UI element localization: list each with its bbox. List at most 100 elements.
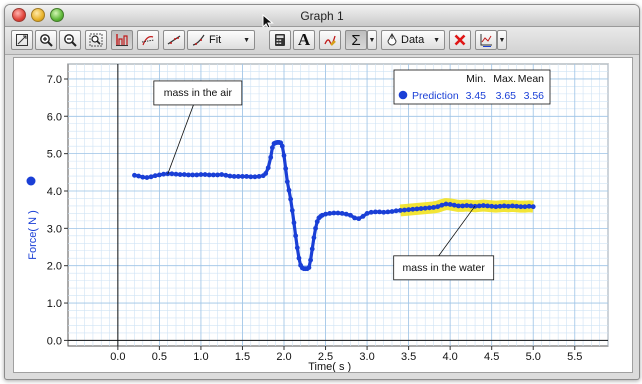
data-point[interactable]	[281, 153, 287, 158]
annotation-callout[interactable]: mass in the air	[153, 80, 243, 175]
data-point[interactable]	[460, 203, 466, 209]
data-point[interactable]	[227, 173, 233, 179]
data-point[interactable]	[293, 233, 299, 239]
data-point[interactable]	[306, 265, 312, 270]
data-point[interactable]	[313, 225, 318, 231]
text-annotation-button[interactable]: A	[293, 30, 315, 50]
annotation-callout[interactable]: mass in the water	[393, 205, 495, 281]
data-point[interactable]	[352, 215, 358, 221]
linear-fit-button[interactable]	[163, 30, 185, 50]
data-point[interactable]	[339, 211, 345, 216]
data-point[interactable]	[132, 172, 137, 178]
annotation-box[interactable]	[153, 80, 243, 106]
data-point[interactable]	[177, 172, 183, 177]
data-point[interactable]	[414, 206, 420, 212]
data-point[interactable]	[268, 154, 274, 160]
data-point[interactable]	[309, 246, 315, 252]
data-point[interactable]	[190, 172, 196, 178]
data-point[interactable]	[410, 206, 416, 212]
data-point[interactable]	[464, 203, 470, 208]
data-point[interactable]	[493, 204, 499, 210]
data-point[interactable]	[402, 207, 407, 213]
data-point[interactable]	[385, 209, 391, 215]
data-point[interactable]	[294, 245, 300, 251]
graph-options-dropdown-button[interactable]: ▼	[497, 30, 507, 50]
data-point[interactable]	[368, 209, 374, 215]
data-point[interactable]	[323, 211, 328, 217]
data-point[interactable]	[485, 203, 490, 209]
data-point[interactable]	[198, 172, 204, 177]
data-point[interactable]	[426, 205, 432, 211]
data-point[interactable]	[279, 143, 285, 149]
data-point[interactable]	[356, 216, 362, 222]
data-point[interactable]	[161, 171, 166, 177]
data-point[interactable]	[186, 172, 191, 178]
data-point[interactable]	[144, 175, 150, 180]
data-point[interactable]	[468, 203, 474, 209]
plot-area[interactable]: 0.0 0.5 1.0 1.5 2.0 2.5 3.0 3.5 4.0 4.5 5.0 5.5 0.0 1…	[13, 57, 633, 373]
annotations[interactable]: mass in the air mass in the water	[153, 80, 495, 281]
data-point[interactable]	[311, 235, 317, 241]
graph-svg[interactable]: 0.0 0.5 1.0 1.5 2.0 2.5 3.0 3.5 4.0 4.5 5.0 5.5 0.0 1…	[14, 58, 632, 373]
annotation-box[interactable]	[393, 255, 495, 281]
data-point[interactable]	[431, 205, 436, 210]
data-point[interactable]	[335, 210, 341, 216]
data-point[interactable]	[181, 172, 187, 177]
data-point[interactable]	[308, 257, 313, 263]
data-point[interactable]	[269, 145, 275, 151]
data-point[interactable]	[364, 211, 370, 216]
data-point[interactable]	[223, 172, 229, 178]
examine-button[interactable]	[111, 30, 133, 50]
data-point[interactable]	[497, 203, 503, 209]
calculated-column-button[interactable]	[269, 30, 291, 50]
data-point[interactable]	[505, 203, 511, 209]
data-point[interactable]	[327, 211, 333, 216]
data-point[interactable]	[422, 205, 428, 211]
stats-box-frame[interactable]	[393, 69, 551, 105]
data-point[interactable]	[210, 172, 216, 178]
data-point[interactable]	[397, 208, 403, 213]
data-point[interactable]	[522, 204, 528, 210]
data-point[interactable]	[215, 172, 220, 178]
data-point[interactable]	[288, 196, 294, 202]
stats-box[interactable]: Min. Max. Mean Prediction 3.45 3.65 3.56	[393, 69, 551, 105]
data-point[interactable]	[451, 202, 457, 208]
data-point[interactable]	[169, 171, 175, 177]
data-point[interactable]	[314, 219, 320, 225]
data-point[interactable]	[480, 203, 486, 208]
data-point[interactable]	[348, 212, 353, 218]
data-point[interactable]	[284, 179, 290, 185]
data-point[interactable]	[173, 171, 179, 177]
statistics-dropdown-button[interactable]: ▼	[367, 30, 377, 50]
data-point[interactable]	[263, 171, 269, 176]
data-point[interactable]	[489, 203, 495, 209]
data-point[interactable]	[219, 172, 225, 177]
data-point[interactable]	[443, 201, 449, 207]
data-point[interactable]	[248, 174, 254, 180]
data-point[interactable]	[152, 173, 158, 179]
data-point[interactable]	[291, 220, 297, 226]
data-point[interactable]	[252, 174, 258, 180]
data-point[interactable]	[136, 173, 142, 179]
data-point[interactable]	[202, 172, 208, 177]
data-point[interactable]	[435, 204, 441, 210]
data-point[interactable]	[256, 174, 262, 179]
graph-options-button[interactable]	[475, 30, 497, 50]
data-point[interactable]	[418, 206, 424, 211]
data-point[interactable]	[286, 187, 292, 193]
fit-menu-button[interactable]: Fit ▼	[187, 30, 255, 50]
zoom-window-button[interactable]	[50, 8, 64, 22]
data-point[interactable]	[389, 209, 395, 214]
data-point[interactable]	[235, 174, 241, 179]
zoom-region-button[interactable]	[85, 30, 107, 50]
data-point[interactable]	[372, 209, 378, 215]
remove-button[interactable]	[449, 30, 471, 50]
data-point[interactable]	[518, 204, 524, 210]
data-point[interactable]	[476, 203, 482, 209]
data-point[interactable]	[343, 211, 349, 217]
data-point[interactable]	[526, 203, 532, 209]
data-point[interactable]	[289, 208, 295, 213]
data-point[interactable]	[456, 203, 461, 209]
tangent-button[interactable]	[137, 30, 159, 50]
close-window-button[interactable]	[12, 8, 26, 22]
